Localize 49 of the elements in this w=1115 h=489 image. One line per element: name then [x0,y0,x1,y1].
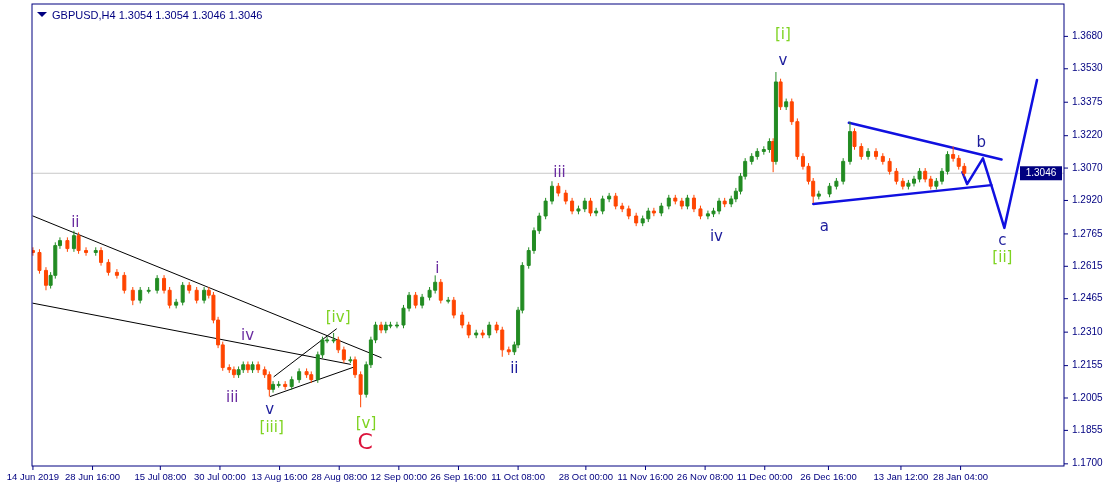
annotation: a [819,217,829,236]
x-tick-label: 11 Nov 16:00 [617,471,674,482]
x-tick-label: 28 Jun 16:00 [65,471,121,482]
annotation: [iv] [325,308,351,327]
annotation: iv [709,226,724,245]
y-tick-label: 1.2310 [1072,325,1104,337]
annotation: b [976,132,986,151]
annotation: c [998,230,1007,249]
x-tick-label: 28 Jan 04:00 [933,471,989,482]
annotation: ii [510,359,519,378]
y-tick-label: 1.1700 [1072,457,1104,469]
x-tick-label: 26 Dec 16:00 [800,471,857,482]
y-tick-label: 1.3070 [1072,161,1104,173]
y-tick-label: 1.2155 [1072,359,1104,371]
x-tick-label: 13 Jan 12:00 [873,471,929,482]
ref-line-label: 1.3046 [1025,166,1057,178]
annotation: [v] [355,413,377,432]
y-tick-label: 1.3680 [1072,30,1104,42]
x-tick-label: 28 Oct 00:00 [558,471,614,482]
annotation: v [265,399,275,418]
x-tick-label: 11 Oct 08:00 [491,471,545,482]
annotation: [ii] [992,247,1013,266]
x-tick-label: 26 Sep 16:00 [430,471,487,482]
annotation: i [435,258,440,277]
x-tick-label: 14 Jun 2019 [6,471,60,482]
annotation: v [778,51,788,70]
y-tick-label: 1.3220 [1072,129,1104,141]
x-tick-label: 13 Aug 16:00 [251,471,308,482]
x-tick-label: 15 Jul 08:00 [134,471,187,482]
x-tick-label: 26 Nov 08:00 [676,471,734,482]
y-tick-label: 1.1855 [1072,424,1104,436]
annotation: iv [241,326,255,345]
y-tick-label: 1.2920 [1072,194,1104,206]
y-tick-label: 1.2465 [1072,292,1104,304]
annotation: ii [71,213,80,232]
y-tick-label: 1.2765 [1072,227,1104,239]
annotation: [iii] [259,417,284,436]
annotation: iii [225,387,239,406]
y-tick-label: 1.3530 [1072,62,1104,74]
x-tick-label: 11 Dec 00:00 [736,471,793,482]
annotation: [i] [774,25,791,44]
chart-title: GBPUSD,H4 1.3054 1.3054 1.3046 1.3046 [52,8,263,21]
annotation: iii [553,163,566,182]
y-tick-label: 1.2005 [1072,391,1104,403]
x-tick-label: 12 Sep 00:00 [370,471,428,482]
y-tick-label: 1.2615 [1072,259,1104,271]
x-tick-label: 30 Jul 00:00 [194,471,246,482]
y-tick-label: 1.3375 [1072,95,1104,107]
x-tick-label: 28 Aug 08:00 [311,471,368,482]
